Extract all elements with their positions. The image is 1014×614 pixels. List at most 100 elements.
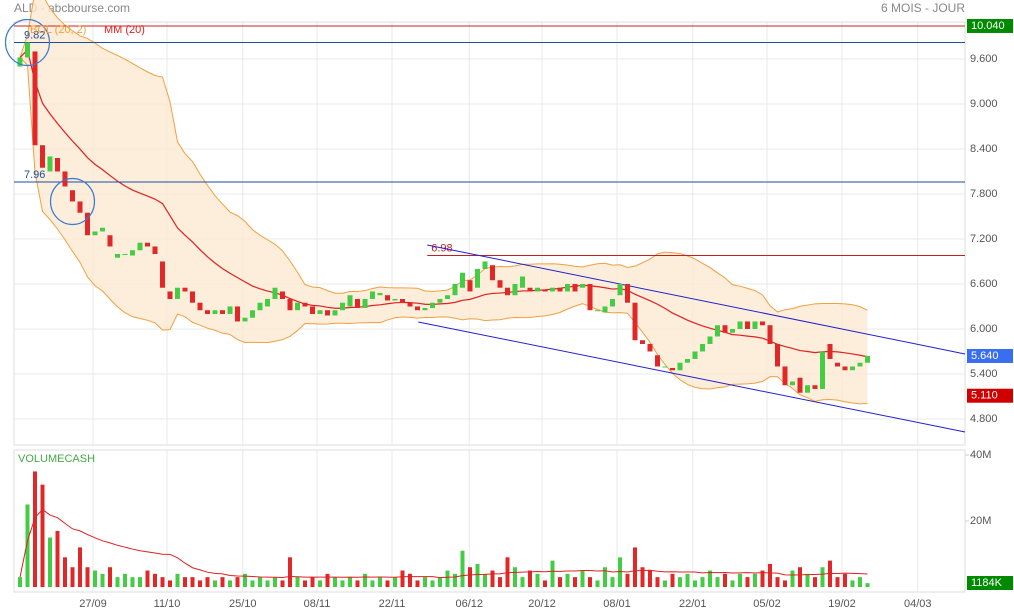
volume-bar [445,570,450,588]
volume-bar [595,580,600,588]
volume-bar [393,577,397,588]
candle [407,302,413,307]
candle [520,276,525,288]
volume-bar [70,567,75,588]
volume-bar [798,567,802,588]
volume-bar [805,573,810,588]
volume-bar [528,570,532,588]
volume-bar [333,577,337,588]
volume-bar [573,577,577,588]
candle [250,310,255,318]
candle [835,362,840,367]
volume-bar [633,547,637,588]
volume-bar [483,573,487,588]
candle [332,310,338,316]
candle [865,355,870,363]
candle [700,343,705,352]
candle [632,302,638,341]
candle [707,336,713,344]
candle [182,287,188,292]
x-tick-label: 05/02 [753,598,781,610]
legend-label: BOL (20, 2) [30,24,86,36]
candle [460,272,465,288]
volume-bar [25,504,30,588]
volume-bar [273,577,277,588]
volume-bar [325,573,330,588]
candle [827,343,833,359]
volume-bar [678,577,682,588]
volume-bar [603,567,607,588]
volume-bar [760,570,765,588]
candle [490,265,495,281]
candle [692,351,698,359]
volume-bar [138,577,142,588]
volume-bar [865,583,870,588]
volume-bar [385,580,390,588]
candle [445,295,450,299]
volume-bar [693,580,697,588]
candle [32,51,38,146]
candle [475,268,480,288]
candle [220,310,225,314]
volume-bar [378,577,382,588]
bollinger-upper [19,0,868,313]
volume-bar [730,580,735,588]
candle [325,310,330,316]
y-tick-label: 20M [970,515,991,527]
volume-bar [400,570,405,588]
y-tick-label: 5.400 [970,368,998,380]
candle [212,310,218,314]
candle [92,231,98,236]
volume-box-label: 1184K [971,577,1003,589]
x-tick-label: 20/12 [528,598,556,610]
volume-bar [213,580,217,588]
candle [362,298,368,308]
volume-bar [858,577,862,588]
volume-bar [363,573,367,588]
candle [77,201,83,213]
candle [790,381,795,386]
volume-bar [610,577,615,588]
candle [287,298,293,311]
volume-bar [243,573,247,588]
candle [640,340,645,344]
volume-bar [220,577,225,588]
volume-bar [580,570,585,588]
volume-bar [183,577,187,588]
volume-bar [550,560,555,588]
x-tick-label: 27/09 [79,598,107,610]
volume-bar [775,577,780,588]
volume-bar [768,563,772,588]
candle [265,298,270,307]
candle [655,355,660,367]
x-tick-label: 08/11 [304,598,331,610]
candle [730,328,735,333]
volume-bar [663,580,667,588]
candle [587,283,593,311]
candle [535,287,540,292]
volume-bar [250,580,255,588]
highlight-circle [4,18,51,67]
volume-bar [258,577,262,588]
volume-box [967,576,1013,590]
candle [497,280,503,288]
volume-bar [355,580,360,588]
price-box-label: 5.110 [971,390,998,402]
candle [272,287,278,299]
volume-bar [55,530,60,588]
volume-bar [850,580,855,588]
y-tick-label: 4.800 [970,413,998,425]
volume-bar [310,577,315,588]
candle [242,317,248,322]
volume-bar [715,577,720,588]
y-tick-label: 7.800 [970,188,998,200]
volume-bar [790,570,795,588]
candle [595,310,600,312]
volume-bar [460,550,465,588]
x-tick-label: 22/11 [379,598,406,610]
volume-bar [130,577,135,588]
volume-bar [453,573,457,588]
candle [370,291,375,299]
candle [722,325,728,333]
candle [527,287,533,292]
